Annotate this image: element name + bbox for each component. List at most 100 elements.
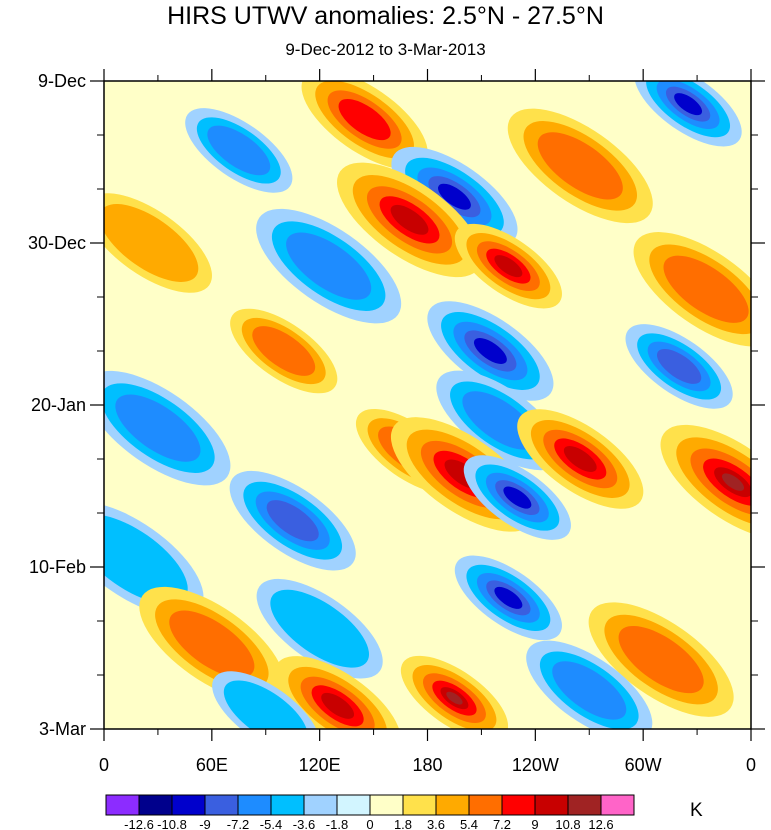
anomaly-contour [462, 391, 537, 450]
anomaly-contour [104, 514, 188, 605]
anomaly-feature [633, 232, 751, 347]
anomaly-contour [721, 473, 745, 491]
anomaly-contour [286, 232, 372, 300]
colorbar-swatch [468, 794, 503, 816]
y-axis: 9-Dec 30-Dec 20-Jan 10-Feb 3-Mar [28, 71, 765, 739]
anomaly-contour [618, 625, 704, 694]
anomaly-feature [463, 455, 571, 540]
x-tick-label: 120E [299, 755, 341, 775]
anomaly-contour [563, 446, 597, 472]
anomaly-contour [537, 132, 623, 200]
colorbar-swatch [534, 794, 569, 816]
colorbar-level-label: 12.6 [588, 817, 613, 830]
anomaly-feature [185, 108, 293, 193]
colorbar-level-label: 9 [531, 817, 538, 830]
colorbar-swatch [171, 794, 206, 816]
anomaly-contour [115, 394, 201, 462]
anomaly-feature [256, 578, 383, 679]
anomaly-feature [507, 108, 653, 224]
anomaly-feature [454, 555, 562, 641]
colorbar-swatch [336, 794, 371, 816]
chart-subtitle: 9-Dec-2012 to 3-Mar-2013 [285, 40, 486, 59]
x-tick-label: 60E [196, 755, 228, 775]
colorbar-level-label: -5.4 [260, 817, 282, 830]
anomaly-feature [526, 640, 653, 729]
colorbar-level-label: -9 [199, 817, 211, 830]
colorbar-swatch [138, 794, 173, 816]
anomaly-contour [169, 610, 255, 678]
anomaly-contour [207, 125, 271, 176]
y-tick-label: 3-Mar [39, 719, 86, 739]
colorbar-swatch [303, 794, 338, 816]
anomaly-contour [104, 204, 199, 282]
colorbar-level-label: 1.8 [394, 817, 412, 830]
anomaly-contour [494, 255, 523, 278]
x-tick-label: 0 [99, 755, 109, 775]
colorbar-level-label: -3.6 [293, 817, 315, 830]
colorbar-level-label: -12.6 [124, 817, 154, 830]
y-tick-label: 9-Dec [38, 71, 86, 91]
anomaly-contour [552, 661, 627, 720]
colorbar-level-label: 10.8 [555, 817, 580, 830]
x-tick-label: 60W [625, 755, 662, 775]
anomaly-field [104, 81, 751, 729]
anomaly-feature [588, 602, 734, 717]
colorbar-level-label: -10.8 [157, 817, 187, 830]
anomaly-feature [454, 223, 562, 309]
colorbar-level-label: 0 [366, 817, 373, 830]
anomaly-contour [266, 500, 319, 542]
colorbar-swatch [105, 794, 140, 816]
colorbar-level-label: -7.2 [227, 817, 249, 830]
anomaly-feature [634, 81, 742, 147]
anomaly-feature [230, 308, 338, 394]
x-tick-label: 180 [412, 755, 442, 775]
anomaly-feature [274, 656, 401, 729]
anomaly-contour [656, 348, 702, 384]
colorbar-swatch [237, 794, 272, 816]
anomaly-contour [494, 586, 523, 609]
anomaly-contour [338, 99, 391, 141]
anomaly-contour [321, 692, 355, 719]
anomaly-contour [252, 326, 316, 376]
colorbar-swatch [600, 794, 635, 816]
colorbar-swatch [270, 794, 305, 816]
anomaly-contour [390, 204, 429, 235]
anomaly-feature [139, 586, 285, 702]
anomaly-feature [400, 655, 509, 729]
colorbar: -12.6 -10.8 -9 -7.2 -5.4 -3.6 -1.8 0 1.8 3.6 5.4 7.… [105, 794, 635, 830]
anomaly-feature [104, 193, 212, 293]
anomaly-contour [446, 691, 463, 705]
x-tick-label: 0 [746, 755, 756, 775]
anomaly-feature [625, 324, 733, 409]
colorbar-swatch [402, 794, 437, 816]
y-tick-label: 10-Feb [29, 557, 86, 577]
anomaly-feature [391, 146, 518, 247]
anomaly-contour [503, 486, 532, 509]
x-tick-label: 120W [512, 755, 559, 775]
colorbar-swatch [567, 794, 602, 816]
anomaly-contour [438, 183, 471, 210]
colorbar-level-label: 3.6 [427, 817, 445, 830]
anomaly-feature [256, 208, 402, 324]
colorbar-swatch [369, 794, 404, 816]
anomaly-feature [229, 470, 356, 571]
chart-title: HIRS UTWV anomalies: 2.5°N - 27.5°N [167, 2, 604, 30]
anomaly-feature [427, 301, 554, 401]
y-tick-label: 30-Dec [28, 233, 86, 253]
colorbar-level-label: -1.8 [326, 817, 348, 830]
anomaly-feature [337, 162, 483, 278]
colorbar-swatch [501, 794, 536, 816]
anomaly-contour [674, 93, 703, 116]
anomaly-feature [212, 671, 320, 729]
colorbar-unit-label: K [690, 800, 703, 821]
anomaly-feature [301, 81, 428, 170]
anomaly-contour [473, 338, 507, 364]
colorbar-swatch [435, 794, 470, 816]
colorbar-swatch [204, 794, 239, 816]
colorbar-level-label: 5.4 [460, 817, 478, 830]
anomaly-feature [517, 409, 644, 509]
anomaly-feature [104, 370, 231, 486]
x-axis: 0 60E 120E 180 120W 60W 0 [99, 69, 756, 775]
anomaly-contour [663, 255, 749, 323]
